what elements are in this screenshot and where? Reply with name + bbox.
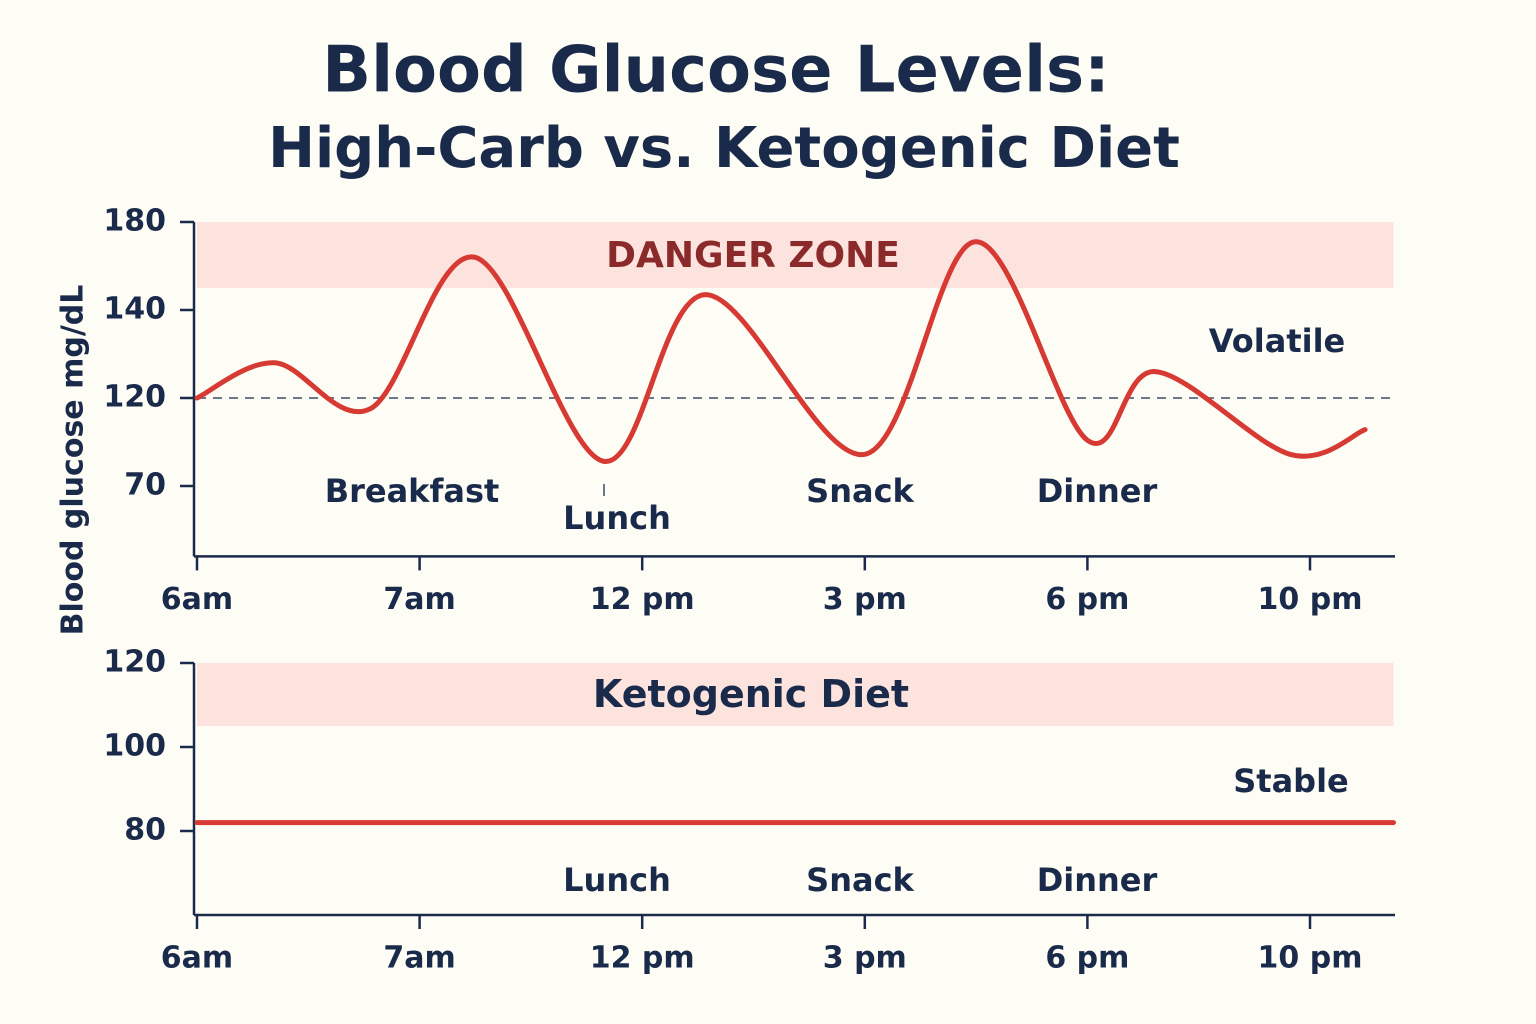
y-tick-label: 140 [103, 292, 166, 327]
band [197, 222, 1394, 288]
chart-title: Blood Glucose Levels: [322, 34, 1109, 108]
chart-subtitle: High-Carb vs. Ketogenic Diet [268, 116, 1180, 181]
x-tick-label: 7am [383, 582, 455, 617]
annotation: Snack [806, 861, 914, 899]
annotation: Dinner [1037, 472, 1158, 510]
band-label: Ketogenic Diet [593, 672, 909, 716]
annotation: Snack [806, 472, 914, 510]
annotation: Stable [1233, 762, 1349, 800]
x-tick-label: 12 pm [590, 941, 695, 976]
x-tick-label: 3 pm [823, 941, 907, 976]
band [197, 663, 1394, 726]
x-tick-label: 6am [161, 582, 233, 617]
x-tick-label: 6 pm [1045, 582, 1129, 617]
annotation: Dinner [1037, 861, 1158, 899]
y-tick-label: 80 [124, 813, 166, 848]
y-tick-label: 100 [103, 729, 166, 764]
y-tick-label: 180 [103, 204, 166, 239]
x-tick-label: 12 pm [590, 582, 695, 617]
annotation: Lunch [563, 499, 671, 537]
x-tick-label: 10 pm [1258, 941, 1363, 976]
data-line [194, 239, 1368, 464]
annotation: Volatile [1209, 322, 1346, 360]
x-tick-label: 7am [383, 941, 455, 976]
y-tick-label: 120 [103, 380, 166, 415]
y-axis-label: Blood glucose mg/dL [56, 285, 91, 636]
annotation: Lunch [563, 861, 671, 899]
x-tick-label: 6 pm [1045, 941, 1129, 976]
y-tick-label: 120 [103, 645, 166, 680]
x-tick-label: 6am [161, 941, 233, 976]
y-tick-label: 70 [124, 468, 166, 503]
band-label: DANGER ZONE [606, 235, 900, 276]
x-tick-label: 3 pm [823, 582, 907, 617]
annotation: Breakfast [325, 472, 500, 510]
x-tick-label: 10 pm [1258, 582, 1363, 617]
